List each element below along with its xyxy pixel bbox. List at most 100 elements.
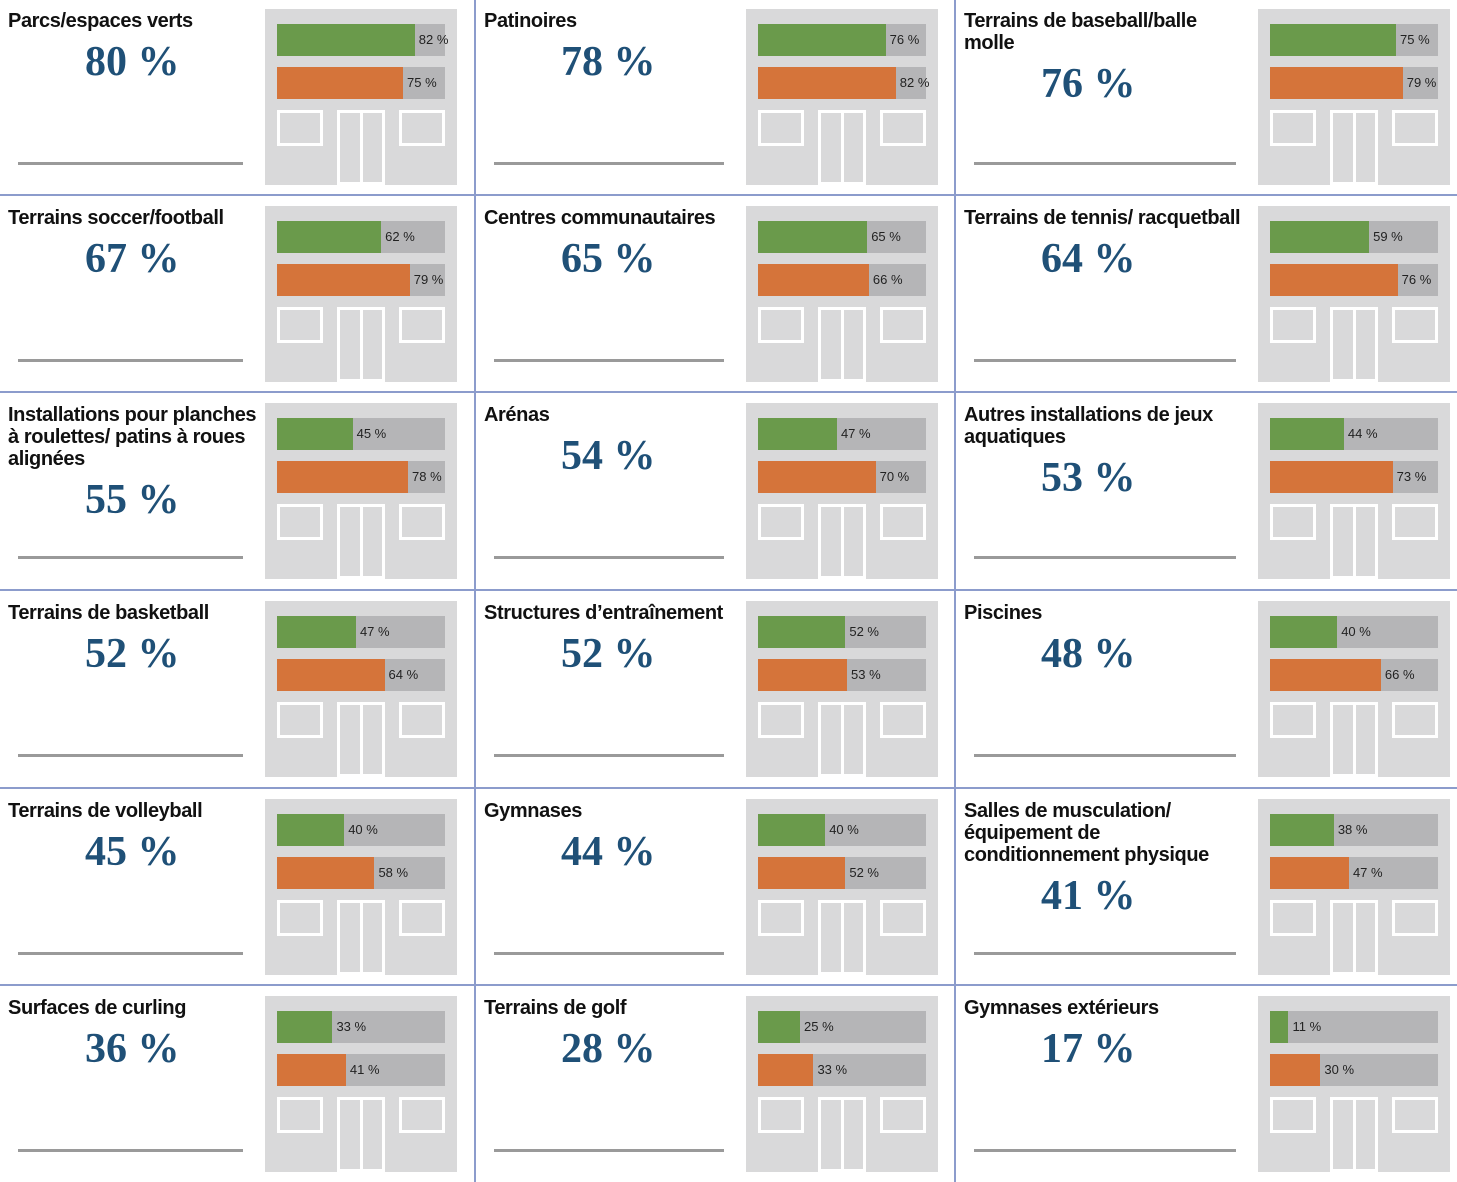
- bar: [277, 857, 374, 889]
- ground-line: [494, 952, 724, 955]
- door-split: [1353, 1097, 1356, 1172]
- bar-label: 44 %: [1348, 418, 1378, 450]
- window: [880, 307, 926, 343]
- bar: [1270, 1011, 1288, 1043]
- bar: [758, 67, 896, 99]
- panel-title: Piscines: [964, 602, 1252, 624]
- bar: [1270, 24, 1396, 56]
- ground-line: [18, 952, 243, 955]
- door-split: [1353, 110, 1356, 185]
- separator: [474, 0, 476, 1182]
- bar-label: 65 %: [871, 221, 901, 253]
- window: [758, 900, 804, 936]
- window: [277, 1097, 323, 1133]
- door-split: [841, 307, 844, 382]
- headline-percent: 54 %: [561, 432, 656, 480]
- bar: [1270, 857, 1349, 889]
- ground-line: [974, 1149, 1236, 1152]
- panel-title: Surfaces de curling: [8, 997, 259, 1019]
- bar: [277, 461, 408, 493]
- bar: [758, 24, 886, 56]
- headline-percent: 36 %: [85, 1025, 180, 1073]
- window: [758, 1097, 804, 1133]
- ground-line: [974, 754, 1236, 757]
- bar: [758, 1054, 813, 1086]
- bar-label: 52 %: [849, 616, 879, 648]
- bar-label: 66 %: [873, 264, 903, 296]
- door-split: [841, 110, 844, 185]
- window: [277, 504, 323, 540]
- window: [277, 307, 323, 343]
- panel-title: Patinoires: [484, 10, 740, 32]
- separator: [0, 984, 1457, 986]
- headline-percent: 45 %: [85, 828, 180, 876]
- panel-title: Salles de musculation/ équipement de con…: [964, 800, 1252, 866]
- bar: [277, 264, 410, 296]
- bar: [277, 67, 403, 99]
- bar-label: 53 %: [851, 659, 881, 691]
- window: [399, 1097, 445, 1133]
- bar: [1270, 264, 1398, 296]
- door-split: [1353, 307, 1356, 382]
- window: [399, 110, 445, 146]
- headline-percent: 53 %: [1041, 454, 1136, 502]
- ground-line: [974, 359, 1236, 362]
- bar: [1270, 221, 1369, 253]
- panel-title: Autres installations de jeux aquatiques: [964, 404, 1252, 448]
- window: [758, 110, 804, 146]
- bar-label: 82 %: [419, 24, 449, 56]
- door-split: [1353, 702, 1356, 777]
- ground-line: [974, 952, 1236, 955]
- headline-percent: 52 %: [85, 630, 180, 678]
- window: [1392, 307, 1438, 343]
- window: [277, 110, 323, 146]
- window: [1270, 307, 1316, 343]
- bar: [1270, 67, 1403, 99]
- bar-label: 75 %: [1400, 24, 1430, 56]
- bar-label: 75 %: [407, 67, 437, 99]
- window: [758, 504, 804, 540]
- bar: [758, 418, 837, 450]
- headline-percent: 48 %: [1041, 630, 1136, 678]
- panel-title: Gymnases: [484, 800, 740, 822]
- window: [1392, 900, 1438, 936]
- bar-label: 76 %: [890, 24, 920, 56]
- bar: [758, 1011, 800, 1043]
- window: [399, 702, 445, 738]
- panel-title: Structures d’entraînement: [484, 602, 740, 624]
- ground-line: [18, 1149, 243, 1152]
- door-split: [360, 900, 363, 975]
- bar: [277, 221, 381, 253]
- separator: [954, 0, 956, 1182]
- bar: [277, 1011, 332, 1043]
- window: [1392, 504, 1438, 540]
- ground-line: [494, 1149, 724, 1152]
- panel-title: Terrains de tennis/ racquetball: [964, 207, 1252, 229]
- ground-line: [494, 359, 724, 362]
- window: [758, 307, 804, 343]
- bar: [277, 418, 353, 450]
- bar-label: 64 %: [389, 659, 419, 691]
- bar-label: 33 %: [336, 1011, 366, 1043]
- bar-label: 40 %: [829, 814, 859, 846]
- bar-label: 41 %: [350, 1054, 380, 1086]
- door-split: [1353, 504, 1356, 579]
- ground-line: [494, 556, 724, 559]
- bar-label: 47 %: [360, 616, 390, 648]
- bar-label: 45 %: [357, 418, 387, 450]
- ground-line: [18, 359, 243, 362]
- door-split: [360, 504, 363, 579]
- window: [399, 307, 445, 343]
- panel-title: Terrains soccer/football: [8, 207, 259, 229]
- bar-label: 47 %: [1353, 857, 1383, 889]
- window: [880, 504, 926, 540]
- headline-percent: 67 %: [85, 235, 180, 283]
- bar-label: 79 %: [1407, 67, 1437, 99]
- window: [399, 900, 445, 936]
- bar-label: 78 %: [412, 461, 442, 493]
- window: [880, 900, 926, 936]
- ground-line: [18, 754, 243, 757]
- bar: [758, 221, 867, 253]
- bar: [758, 461, 876, 493]
- bar-label: 58 %: [378, 857, 408, 889]
